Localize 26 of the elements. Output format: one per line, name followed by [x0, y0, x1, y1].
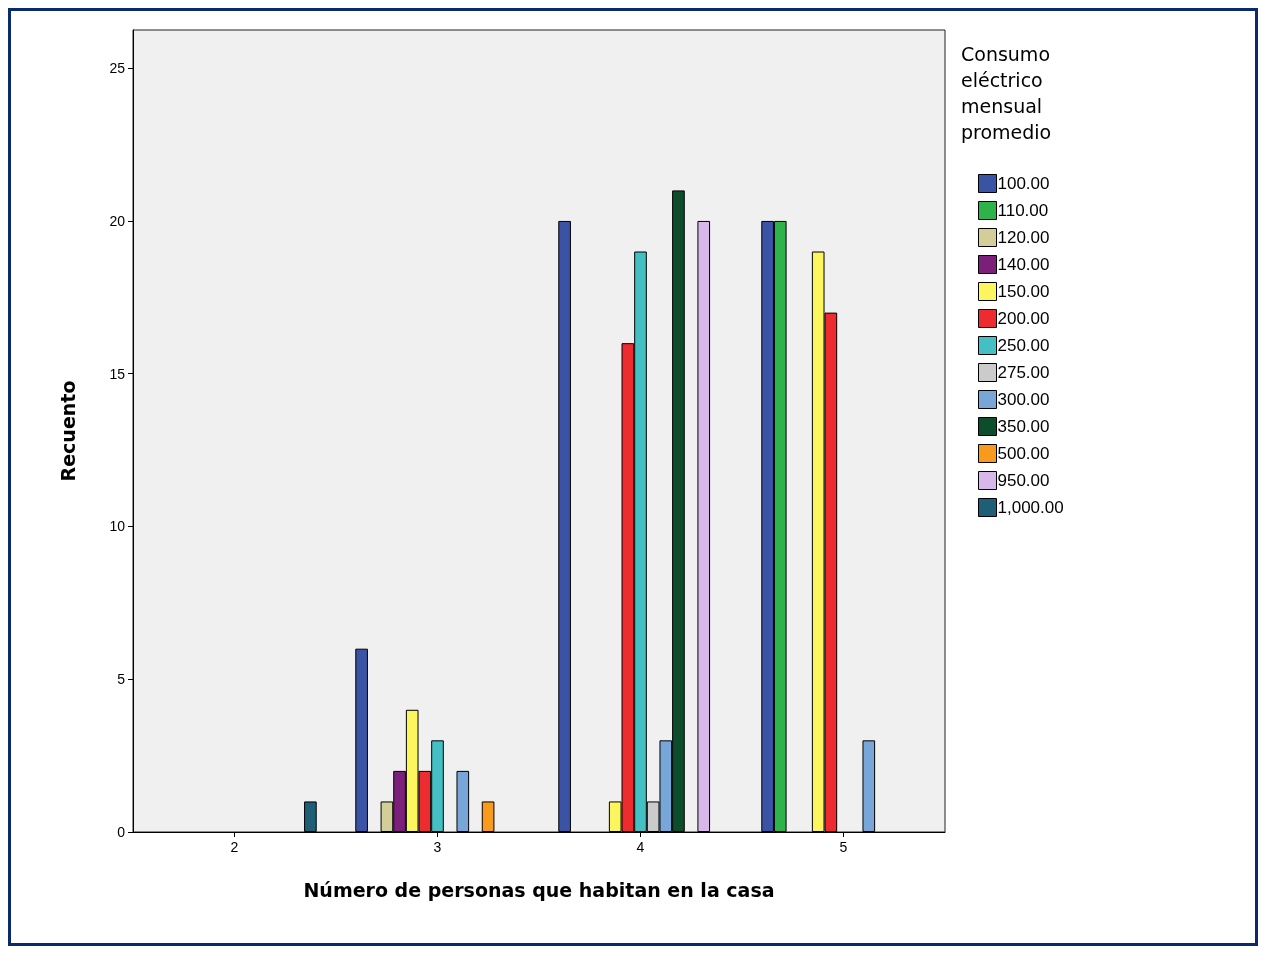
legend-label: 250.00 [997, 336, 1050, 355]
legend-label: 120.00 [997, 228, 1050, 247]
y-tick-label: 20 [109, 212, 126, 229]
legend-label: 140.00 [997, 255, 1050, 274]
x-tick-label: 3 [433, 839, 442, 855]
legend-label: 200.00 [997, 309, 1050, 328]
y-tick-label: 5 [117, 671, 126, 688]
x-axis-title: Número de personas que habitan en la casa [303, 878, 775, 901]
y-tick-label: 10 [109, 518, 126, 535]
legend-label: 275.00 [997, 363, 1050, 382]
y-axis-title: Recuento [56, 380, 79, 482]
legend-label: 110.00 [997, 201, 1049, 220]
y-tick-label: 15 [109, 365, 126, 382]
legend-label: 1,000.00 [997, 498, 1064, 517]
x-tick-label: 4 [636, 839, 645, 855]
legend-label: 500.00 [997, 444, 1050, 463]
legend-label: 950.00 [997, 471, 1050, 490]
y-tick-label: 25 [109, 60, 126, 77]
legend-label: 300.00 [997, 390, 1050, 409]
x-tick-label: 2 [230, 839, 239, 855]
legend-label: 100.00 [997, 174, 1050, 193]
legend-title: Consumo eléctrico mensual promedio [961, 43, 1057, 143]
x-tick-label: 5 [839, 839, 848, 855]
y-tick-label: 0 [117, 824, 126, 840]
legend-label: 150.00 [997, 282, 1050, 301]
legend-label: 350.00 [997, 417, 1050, 436]
